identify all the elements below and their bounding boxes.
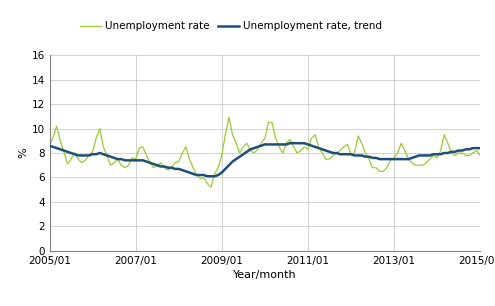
Unemployment rate (384, 166, 390, 170)
Unemployment rate (208, 185, 214, 189)
Unemployment rate, trend (280, 143, 286, 146)
Unemployment rate (187, 157, 193, 161)
Unemployment rate (438, 149, 444, 152)
Y-axis label: %: % (19, 148, 29, 158)
X-axis label: Year/month: Year/month (233, 270, 297, 280)
Unemployment rate, trend (187, 171, 193, 174)
Unemployment rate (226, 116, 232, 119)
Unemployment rate, trend (434, 152, 440, 156)
Unemployment rate, trend (204, 174, 210, 178)
Line: Unemployment rate, trend: Unemployment rate, trend (50, 142, 495, 176)
Unemployment rate (47, 144, 52, 147)
Unemployment rate (262, 136, 268, 140)
Unemployment rate, trend (380, 157, 386, 161)
Line: Unemployment rate: Unemployment rate (50, 118, 495, 187)
Unemployment rate, trend (47, 144, 52, 147)
Legend: Unemployment rate, Unemployment rate, trend: Unemployment rate, Unemployment rate, tr… (76, 17, 387, 35)
Unemployment rate, trend (258, 144, 264, 147)
Unemployment rate (283, 141, 289, 145)
